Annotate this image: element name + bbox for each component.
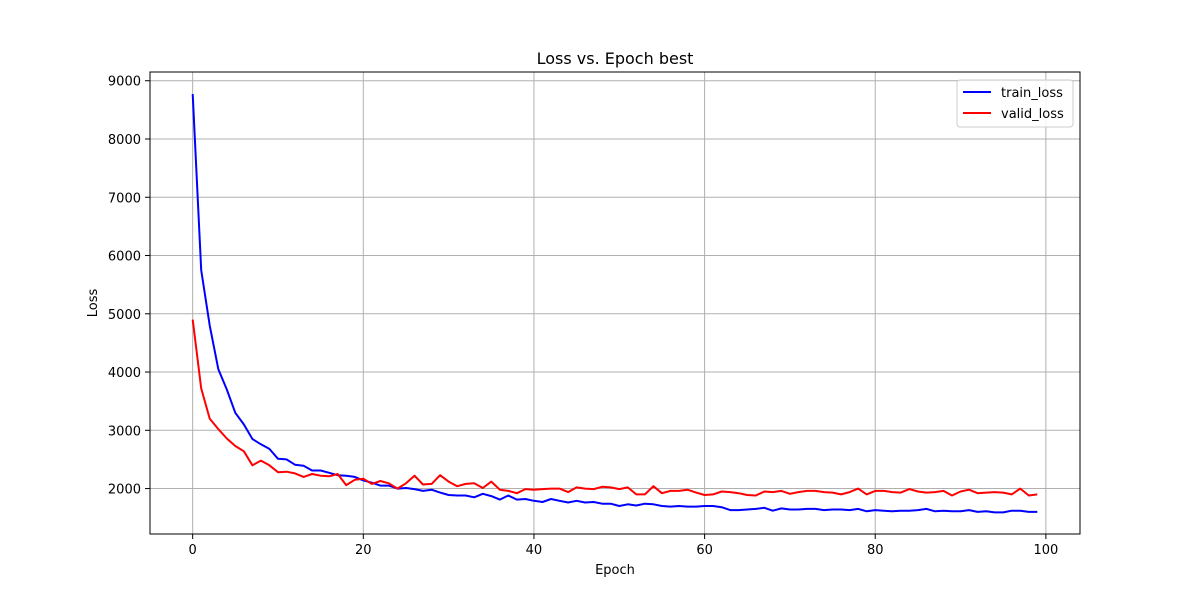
- x-tick-label: 100: [1033, 543, 1058, 558]
- series-line-train-loss: [191, 94, 1038, 514]
- x-axis-title: Epoch: [595, 563, 635, 578]
- legend-label: train_loss: [1001, 86, 1063, 101]
- y-tick-label: 8000: [108, 133, 141, 148]
- y-tick-label: 4000: [108, 366, 141, 381]
- y-tick-label: 2000: [108, 483, 141, 498]
- series-lines: [191, 94, 1038, 514]
- axis-ticks: 0 20 40 60 80 100 2000 3000 4000 5000 6000 7000 8000…: [108, 75, 1058, 558]
- grid-lines: [150, 72, 1080, 534]
- y-tick-label: 5000: [108, 308, 141, 323]
- series-line-valid-loss: [191, 319, 1038, 497]
- chart-title: Loss vs. Epoch best: [537, 49, 694, 68]
- y-tick-label: 7000: [108, 191, 141, 206]
- legend: train_loss valid_loss: [956, 79, 1074, 128]
- x-tick-label: 80: [867, 543, 884, 558]
- legend-label: valid_loss: [1001, 107, 1064, 122]
- y-tick-label: 6000: [108, 250, 141, 265]
- x-tick-label: 20: [355, 543, 372, 558]
- y-axis-title: Loss: [86, 289, 101, 318]
- y-tick-label: 9000: [108, 75, 141, 90]
- x-tick-label: 0: [189, 543, 197, 558]
- y-tick-label: 3000: [108, 424, 141, 439]
- plot-frame: [149, 71, 1081, 535]
- x-tick-label: 40: [526, 543, 543, 558]
- x-tick-label: 60: [696, 543, 713, 558]
